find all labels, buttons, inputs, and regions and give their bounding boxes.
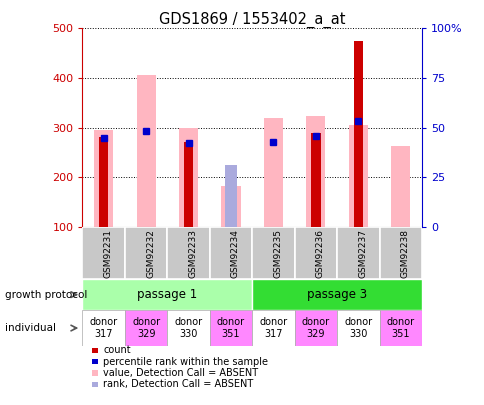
Text: donor
330: donor 330 [344, 317, 372, 339]
Bar [336, 227, 378, 279]
Text: passage 3: passage 3 [306, 288, 366, 301]
Bar [336, 310, 378, 346]
Bar [82, 227, 125, 279]
Text: GSM92234: GSM92234 [230, 229, 240, 277]
Bar [294, 227, 336, 279]
Bar [263, 117, 282, 227]
Bar [125, 310, 167, 346]
Text: rank, Detection Call = ABSENT: rank, Detection Call = ABSENT [103, 379, 253, 389]
Bar [209, 227, 252, 279]
Bar [167, 227, 209, 279]
Text: GSM92233: GSM92233 [188, 229, 197, 277]
Bar [311, 132, 320, 227]
Bar [94, 130, 113, 227]
Text: GSM92232: GSM92232 [146, 229, 155, 277]
Bar [221, 185, 240, 227]
Bar [294, 310, 336, 346]
Text: passage 1: passage 1 [137, 288, 197, 301]
Text: growth protocol: growth protocol [5, 290, 87, 300]
Bar [82, 279, 252, 310]
Text: donor
330: donor 330 [174, 317, 202, 339]
Bar [183, 143, 193, 227]
Text: donor
351: donor 351 [386, 317, 414, 339]
Text: value, Detection Call = ABSENT: value, Detection Call = ABSENT [103, 368, 258, 378]
Bar [179, 128, 197, 227]
Text: donor
317: donor 317 [259, 317, 287, 339]
Text: GSM92235: GSM92235 [273, 229, 282, 277]
Bar [167, 310, 209, 346]
Text: donor
351: donor 351 [216, 317, 244, 339]
Bar [252, 310, 294, 346]
Text: donor
317: donor 317 [90, 317, 118, 339]
Bar [252, 279, 421, 310]
Bar [378, 227, 421, 279]
Bar [353, 41, 362, 227]
Text: GDS1869 / 1553402_a_at: GDS1869 / 1553402_a_at [159, 12, 345, 28]
Bar [378, 310, 421, 346]
Bar [99, 138, 108, 227]
Bar [306, 116, 325, 227]
Bar [348, 125, 367, 227]
Text: GSM92236: GSM92236 [315, 229, 324, 277]
Text: donor
329: donor 329 [301, 317, 329, 339]
Text: percentile rank within the sample: percentile rank within the sample [103, 357, 268, 367]
Bar [252, 227, 294, 279]
Text: GSM92231: GSM92231 [104, 229, 112, 277]
Text: GSM92237: GSM92237 [358, 229, 366, 277]
Text: count: count [103, 345, 131, 355]
Text: GSM92238: GSM92238 [400, 229, 409, 277]
Text: donor
329: donor 329 [132, 317, 160, 339]
Bar [391, 146, 409, 227]
Text: individual: individual [5, 323, 56, 333]
Bar [209, 310, 252, 346]
Bar [224, 165, 237, 227]
Bar [82, 310, 125, 346]
Bar [125, 227, 167, 279]
Bar [136, 75, 155, 227]
